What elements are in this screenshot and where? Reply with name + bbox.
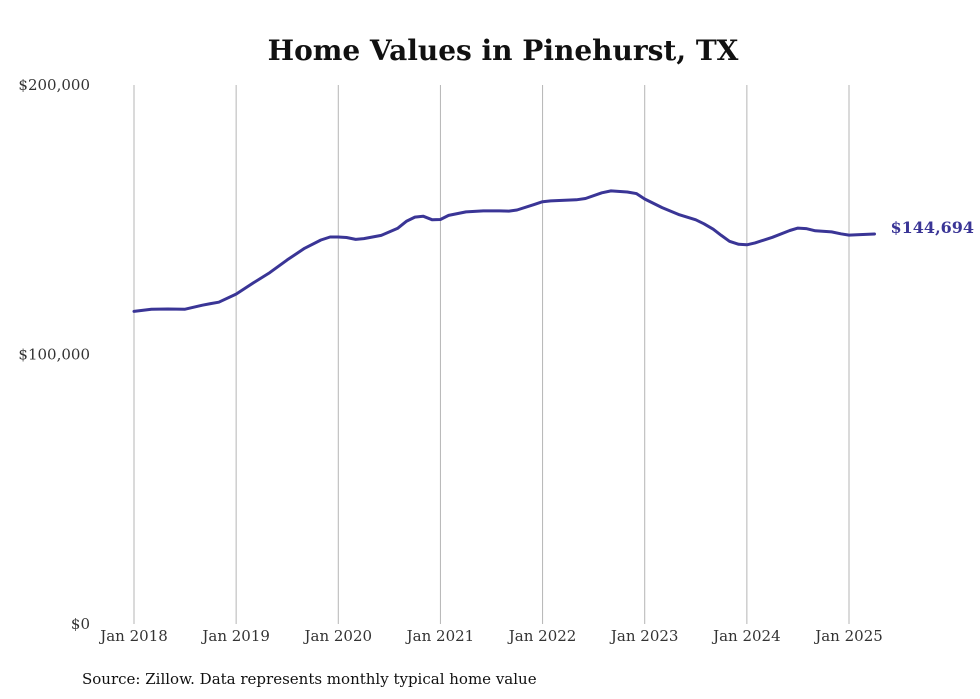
x-axis: Jan 2018 Jan 2019 Jan 2020 Jan 2021 Jan 2022…	[98, 627, 883, 645]
gridlines	[133, 85, 850, 624]
end-value-label: $144,694	[891, 218, 975, 237]
x-tick-label: Jan 2019	[200, 627, 270, 645]
y-axis: $0 $100,000 $200,000	[18, 76, 90, 633]
series-group: $144,694	[132, 189, 975, 313]
y-tick-label: $0	[71, 615, 90, 633]
x-tick-label: Jan 2023	[609, 627, 679, 645]
y-tick-label: $200,000	[18, 76, 90, 94]
x-tick-label: Jan 2024	[711, 627, 781, 645]
x-tick-label: Jan 2018	[98, 627, 168, 645]
x-tick-label: Jan 2021	[405, 627, 475, 645]
x-tick-label: Jan 2022	[507, 627, 577, 645]
x-tick-label: Jan 2025	[813, 627, 883, 645]
y-tick-label: $100,000	[18, 346, 90, 364]
x-tick-label: Jan 2020	[303, 627, 373, 645]
chart-title: Home Values in Pinehurst, TX	[268, 34, 739, 67]
series-line-0	[132, 189, 876, 313]
source-note: Source: Zillow. Data represents monthly …	[82, 670, 537, 688]
